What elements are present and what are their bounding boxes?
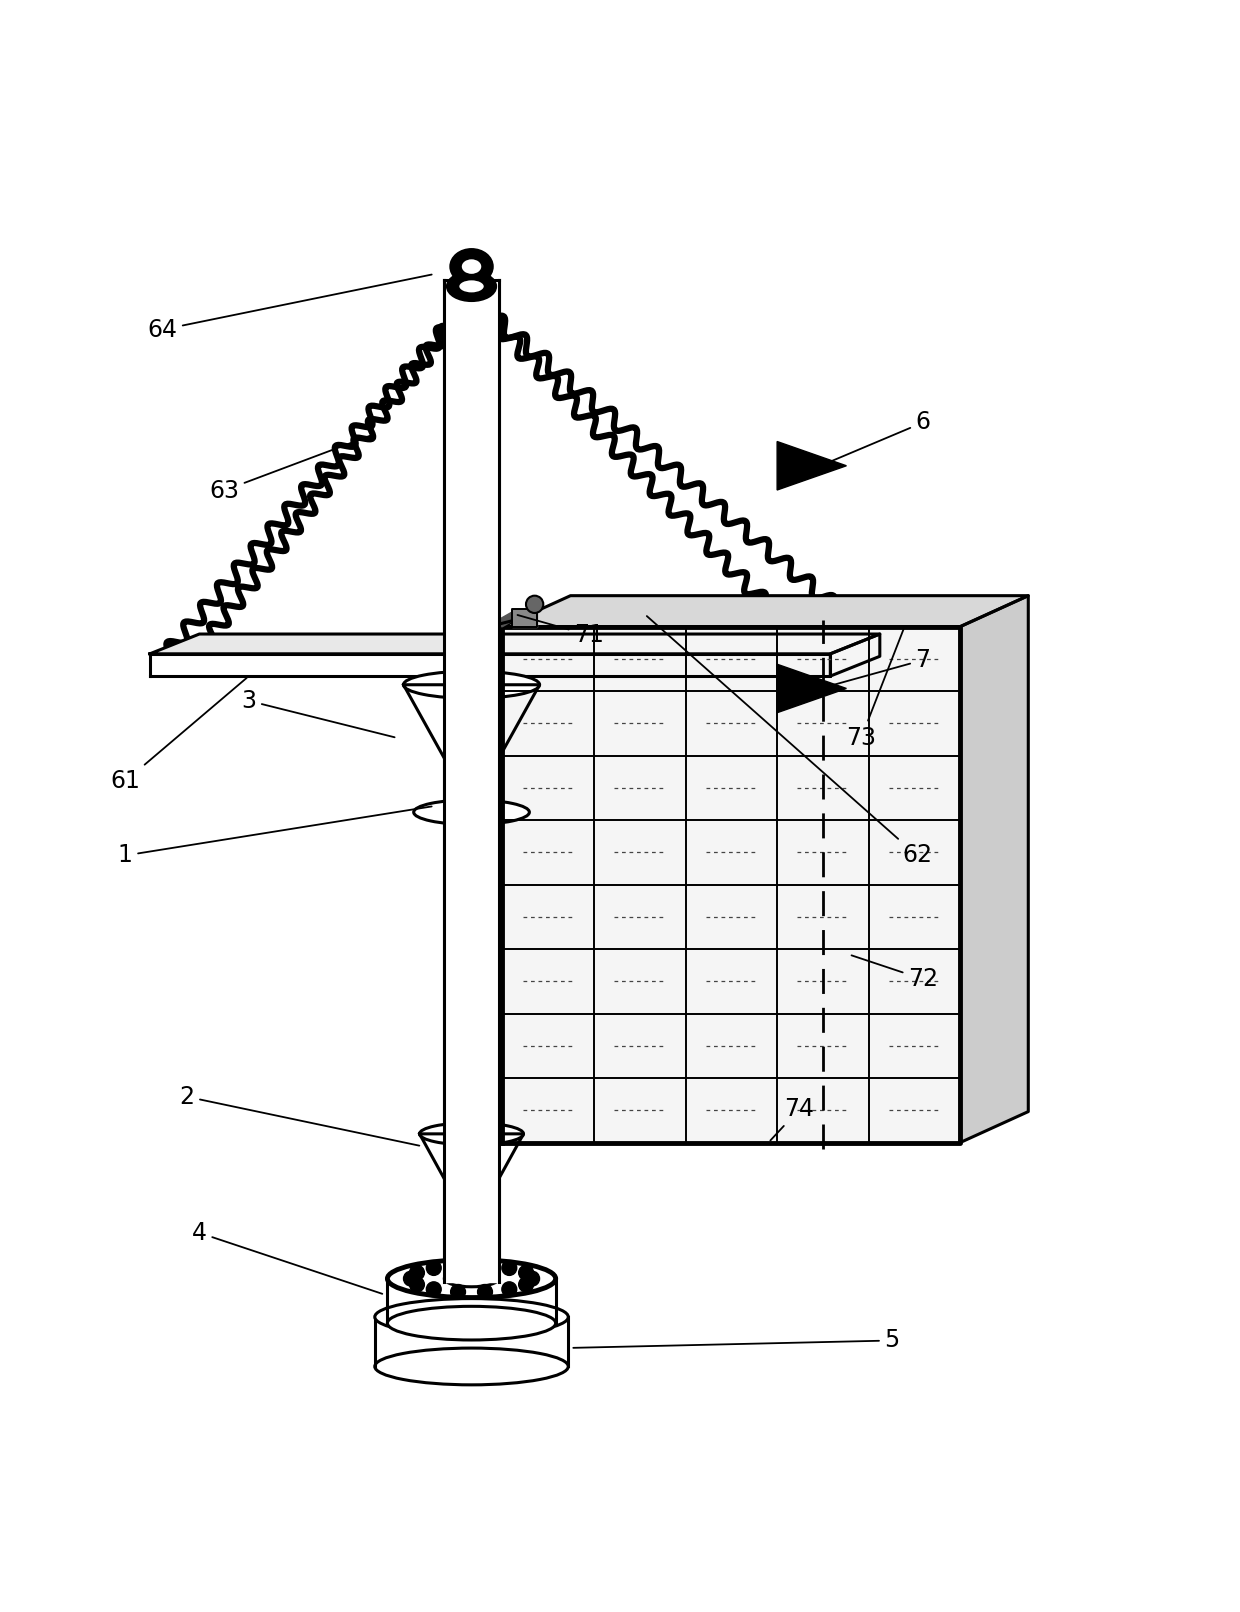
Polygon shape (419, 1133, 523, 1183)
Circle shape (502, 1282, 517, 1296)
Circle shape (518, 1277, 533, 1291)
Polygon shape (150, 634, 880, 654)
Polygon shape (444, 280, 498, 1282)
Text: 63: 63 (210, 435, 370, 503)
Polygon shape (777, 664, 847, 713)
Polygon shape (403, 685, 539, 762)
Circle shape (409, 1277, 424, 1291)
Polygon shape (486, 611, 529, 627)
Circle shape (409, 1265, 424, 1280)
Polygon shape (448, 632, 495, 667)
Text: 62: 62 (647, 616, 932, 867)
Text: 64: 64 (148, 274, 432, 342)
Polygon shape (486, 627, 502, 1143)
Polygon shape (387, 1278, 556, 1323)
Text: 7: 7 (823, 648, 930, 688)
Text: 5: 5 (573, 1328, 900, 1352)
Polygon shape (150, 654, 831, 675)
Text: 3: 3 (242, 688, 394, 737)
Circle shape (477, 1285, 492, 1299)
Text: 2: 2 (180, 1085, 419, 1146)
Polygon shape (454, 762, 489, 812)
Ellipse shape (448, 624, 495, 640)
Text: 61: 61 (110, 679, 247, 793)
Ellipse shape (444, 1270, 498, 1286)
Circle shape (427, 1282, 441, 1296)
Circle shape (403, 1272, 418, 1286)
Ellipse shape (451, 250, 491, 282)
Ellipse shape (446, 1175, 496, 1191)
Circle shape (502, 1261, 517, 1275)
Circle shape (518, 1265, 533, 1280)
Text: 6: 6 (823, 411, 930, 464)
Ellipse shape (403, 671, 539, 698)
Polygon shape (444, 280, 498, 1282)
Ellipse shape (458, 279, 485, 293)
Ellipse shape (460, 258, 482, 276)
Polygon shape (502, 596, 1028, 627)
Text: 74: 74 (770, 1098, 815, 1140)
Ellipse shape (374, 1348, 568, 1385)
Circle shape (450, 1257, 465, 1273)
Ellipse shape (448, 661, 495, 674)
Text: 4: 4 (192, 1220, 382, 1294)
Circle shape (525, 1272, 539, 1286)
Polygon shape (777, 442, 847, 490)
Polygon shape (831, 634, 880, 675)
Circle shape (477, 1257, 492, 1273)
Ellipse shape (446, 754, 496, 772)
Ellipse shape (446, 1214, 496, 1227)
Polygon shape (512, 609, 537, 627)
Ellipse shape (374, 1299, 568, 1335)
Polygon shape (374, 1317, 568, 1367)
Ellipse shape (448, 272, 495, 300)
Circle shape (526, 596, 543, 613)
Text: 72: 72 (852, 956, 939, 991)
Text: 71: 71 (517, 616, 604, 648)
Polygon shape (446, 1183, 496, 1220)
Circle shape (450, 1285, 465, 1299)
Ellipse shape (387, 1306, 556, 1340)
Polygon shape (960, 596, 1028, 1143)
Ellipse shape (387, 1259, 556, 1298)
Text: 1: 1 (118, 806, 432, 867)
Circle shape (427, 1261, 441, 1275)
Ellipse shape (414, 800, 529, 825)
Polygon shape (570, 596, 1028, 1112)
Ellipse shape (419, 1122, 523, 1145)
Text: 73: 73 (846, 629, 904, 750)
Polygon shape (502, 627, 960, 1143)
